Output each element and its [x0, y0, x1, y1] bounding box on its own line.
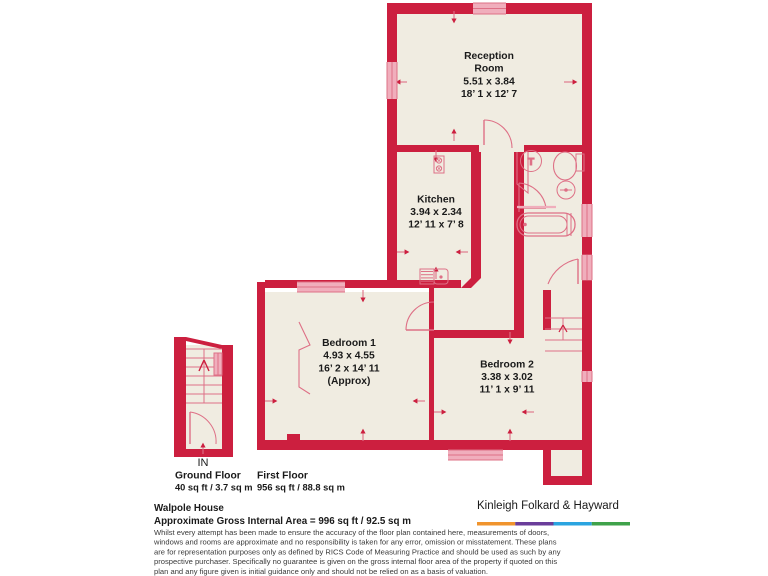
svg-text:prospective purchaser. Specifi: prospective purchaser. Specifically no g…	[154, 557, 557, 566]
svg-text:Walpole House: Walpole House	[154, 503, 224, 514]
svg-text:12’ 11 x 7’ 8: 12’ 11 x 7’ 8	[408, 220, 464, 231]
svg-text:Room: Room	[474, 64, 503, 75]
svg-text:windows and rooms are approxim: windows and rooms are approximate and no…	[153, 538, 557, 547]
svg-text:Approximate Gross Internal Are: Approximate Gross Internal Area = 996 sq…	[154, 516, 411, 527]
svg-text:18’ 1 x 12’ 7: 18’ 1 x 12’ 7	[461, 89, 517, 100]
svg-text:Bedroom 1: Bedroom 1	[322, 338, 376, 349]
svg-text:5.51 x 3.84: 5.51 x 3.84	[463, 76, 515, 87]
svg-text:T: T	[528, 156, 535, 168]
svg-text:Kitchen: Kitchen	[417, 194, 455, 205]
svg-text:4.93 x 4.55: 4.93 x 4.55	[323, 351, 375, 362]
svg-text:Bedroom 2: Bedroom 2	[480, 359, 534, 370]
svg-text:Ground Floor: Ground Floor	[175, 471, 241, 482]
svg-text:plan and any figure given is i: plan and any figure given is initial gui…	[154, 567, 488, 576]
svg-text:(Approx): (Approx)	[328, 376, 371, 387]
svg-text:40 sq ft / 3.7 sq m: 40 sq ft / 3.7 sq m	[175, 483, 253, 493]
svg-text:11’ 1 x 9’ 11: 11’ 1 x 9’ 11	[480, 385, 535, 396]
svg-text:First Floor: First Floor	[257, 471, 308, 482]
svg-text:3.94 x 2.34: 3.94 x 2.34	[410, 207, 462, 218]
svg-text:16’ 2 x 14’ 11: 16’ 2 x 14’ 11	[318, 363, 380, 374]
svg-text:Whilst every attempt has been: Whilst every attempt has been made to en…	[154, 528, 549, 537]
svg-text:Reception: Reception	[464, 51, 514, 62]
svg-text:are for representation purpose: are for representation purposes only as …	[154, 547, 561, 556]
svg-text:956 sq ft / 88.8 sq m: 956 sq ft / 88.8 sq m	[257, 483, 345, 493]
svg-text:Kinleigh Folkard & Hayward: Kinleigh Folkard & Hayward	[477, 500, 619, 512]
svg-text:IN: IN	[198, 457, 209, 469]
svg-text:3.38 x 3.02: 3.38 x 3.02	[481, 372, 533, 383]
